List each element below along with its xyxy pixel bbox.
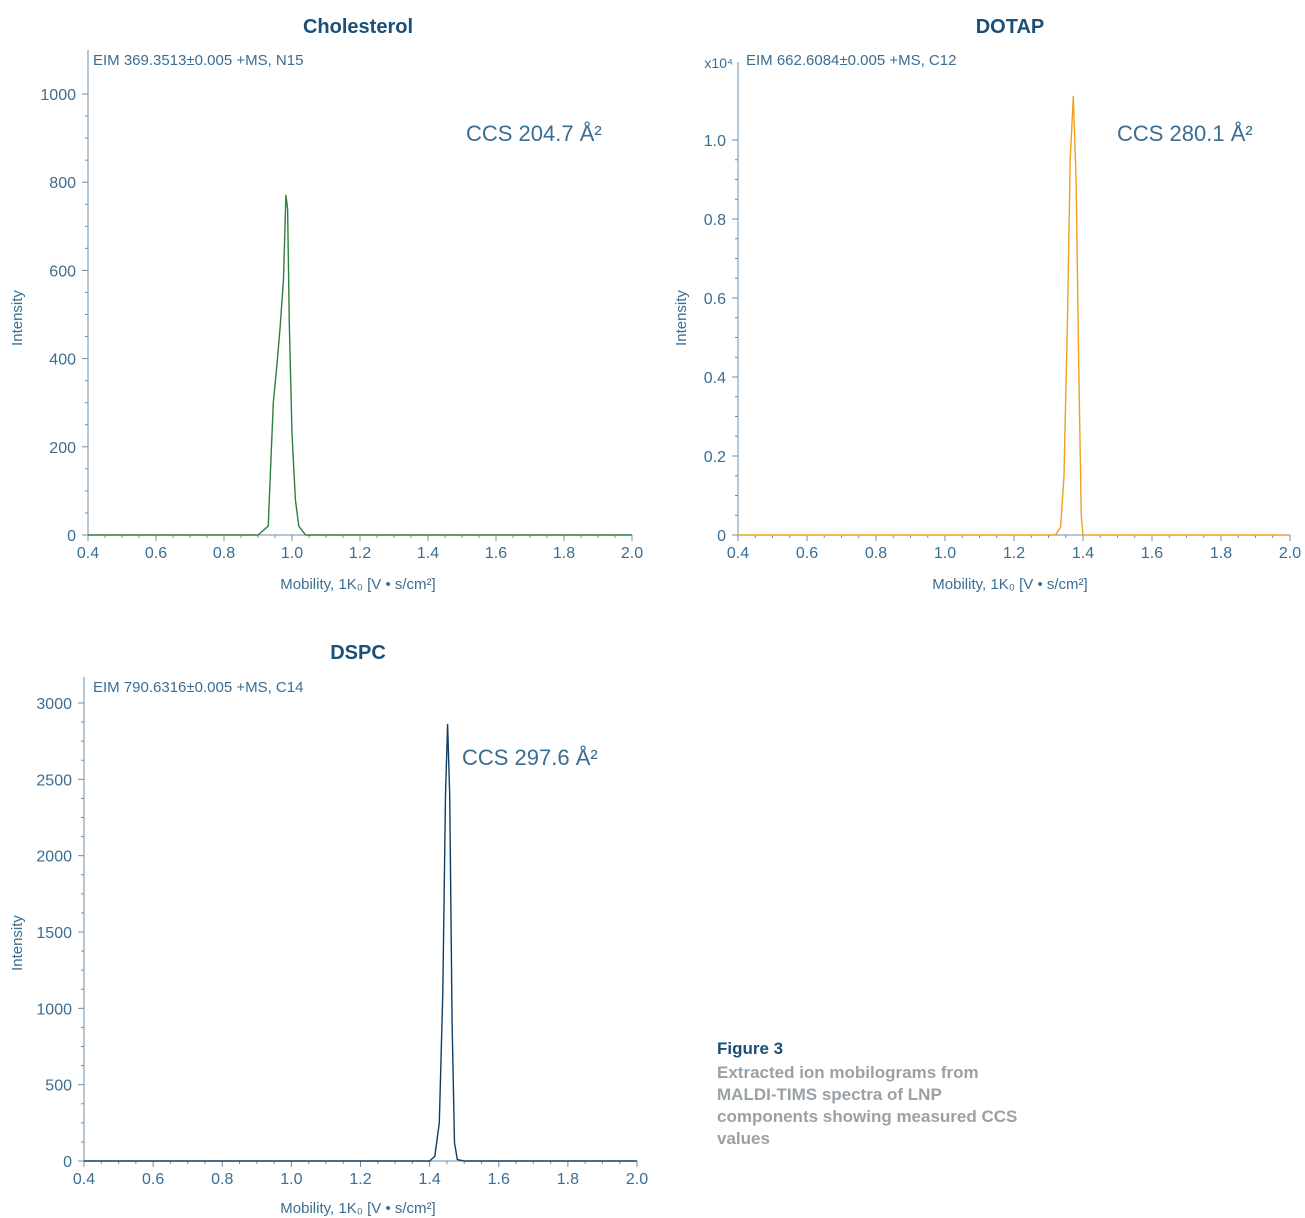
series-line bbox=[738, 95, 1287, 536]
x-tick-label: 1.4 bbox=[417, 545, 439, 562]
plot-area bbox=[88, 194, 632, 536]
ccs-annotation: CCS 280.1 Å² bbox=[1117, 121, 1253, 146]
ccs-annotation: CCS 204.7 Å² bbox=[466, 121, 602, 146]
x-tick-label: 0.8 bbox=[211, 1171, 233, 1188]
x-tick-label: 1.0 bbox=[280, 1171, 302, 1188]
x-tick-label: 0.6 bbox=[145, 545, 167, 562]
y-tick-label: 2500 bbox=[36, 772, 72, 789]
x-axis-label: Mobility, 1K₀ [V • s/cm²] bbox=[280, 1200, 435, 1217]
y-tick-label: 0 bbox=[67, 528, 76, 545]
x-tick-label: 0.6 bbox=[142, 1171, 164, 1188]
y-tick-label: 1000 bbox=[40, 87, 76, 104]
x-tick-label: 0.8 bbox=[213, 545, 235, 562]
x-tick-label: 0.4 bbox=[77, 545, 99, 562]
x-axis-label: Mobility, 1K₀ [V • s/cm²] bbox=[932, 576, 1087, 593]
x-tick-label: 1.8 bbox=[557, 1171, 579, 1188]
trace-label: EIM 369.3513±0.005 +MS, N15 bbox=[93, 52, 303, 69]
plot-area bbox=[84, 723, 637, 1162]
y-tick-label: 1000 bbox=[36, 1001, 72, 1018]
y-tick-label: 400 bbox=[49, 352, 76, 369]
x-tick-label: 1.2 bbox=[349, 1171, 371, 1188]
y-tick-label: 0.2 bbox=[704, 449, 726, 466]
series-line bbox=[84, 723, 637, 1162]
chart-title: DOTAP bbox=[976, 16, 1045, 38]
exponent-label: x10⁴ bbox=[704, 55, 733, 71]
y-tick-label: 0 bbox=[63, 1154, 72, 1171]
series-line bbox=[88, 194, 632, 536]
ccs-annotation: CCS 297.6 Å² bbox=[462, 745, 598, 770]
x-tick-label: 0.6 bbox=[796, 545, 818, 562]
y-axis-label: Intensity bbox=[9, 915, 26, 971]
y-tick-label: 600 bbox=[49, 263, 76, 280]
x-tick-label: 0.8 bbox=[865, 545, 887, 562]
y-tick-label: 800 bbox=[49, 175, 76, 192]
y-tick-label: 500 bbox=[45, 1078, 72, 1095]
trace-label: EIM 790.6316±0.005 +MS, C14 bbox=[93, 679, 303, 696]
x-tick-label: 1.6 bbox=[485, 545, 507, 562]
x-tick-label: 1.4 bbox=[1072, 545, 1094, 562]
x-tick-label: 1.4 bbox=[419, 1171, 441, 1188]
x-tick-label: 2.0 bbox=[1279, 545, 1301, 562]
x-tick-label: 1.0 bbox=[934, 545, 956, 562]
y-axis-label: Intensity bbox=[673, 290, 690, 346]
trace-label: EIM 662.6084±0.005 +MS, C12 bbox=[746, 52, 956, 69]
x-tick-label: 0.4 bbox=[73, 1171, 95, 1188]
figure-number: Figure 3 bbox=[717, 1039, 784, 1058]
x-tick-label: 1.6 bbox=[488, 1171, 510, 1188]
chart-title: DSPC bbox=[330, 642, 386, 664]
y-tick-label: 0.4 bbox=[704, 370, 726, 387]
y-tick-label: 2000 bbox=[36, 849, 72, 866]
x-tick-label: 1.0 bbox=[281, 545, 303, 562]
x-tick-label: 2.0 bbox=[626, 1171, 648, 1188]
y-tick-label: 3000 bbox=[36, 696, 72, 713]
x-tick-label: 1.6 bbox=[1141, 545, 1163, 562]
x-tick-label: 0.4 bbox=[727, 545, 749, 562]
plot-area bbox=[738, 95, 1287, 536]
y-tick-label: 1.0 bbox=[704, 133, 726, 150]
x-tick-label: 1.8 bbox=[1210, 545, 1232, 562]
x-tick-label: 1.2 bbox=[1003, 545, 1025, 562]
y-tick-label: 0 bbox=[717, 528, 726, 545]
axes-group: 0.4 0.6 0.8 1.0 1.2 1.4 1.6 1.8 2.0 0 0.2 0.4 0.6 0.8… bbox=[704, 62, 1301, 562]
y-tick-label: 0.6 bbox=[704, 291, 726, 308]
chart-cholesterol: Cholesterol EIM 369.3513±0.005 +MS, N15 … bbox=[9, 16, 643, 593]
figure-caption: Figure 3 Extracted ion mobilograms from … bbox=[717, 1038, 1037, 1150]
figure-caption-text: Extracted ion mobilograms from MALDI-TIM… bbox=[717, 1063, 1018, 1148]
x-axis-label: Mobility, 1K₀ [V • s/cm²] bbox=[280, 576, 435, 593]
y-tick-label: 0.8 bbox=[704, 212, 726, 229]
chart-dspc: DSPC EIM 790.6316±0.005 +MS, C14 CCS 297… bbox=[9, 642, 648, 1217]
y-axis-label: Intensity bbox=[9, 290, 26, 346]
chart-title: Cholesterol bbox=[303, 16, 413, 38]
y-tick-label: 200 bbox=[49, 440, 76, 457]
x-tick-label: 2.0 bbox=[621, 545, 643, 562]
x-tick-label: 1.2 bbox=[349, 545, 371, 562]
chart-dotap: DOTAP EIM 662.6084±0.005 +MS, C12 CCS 28… bbox=[673, 16, 1301, 593]
y-tick-label: 1500 bbox=[36, 925, 72, 942]
x-tick-label: 1.8 bbox=[553, 545, 575, 562]
